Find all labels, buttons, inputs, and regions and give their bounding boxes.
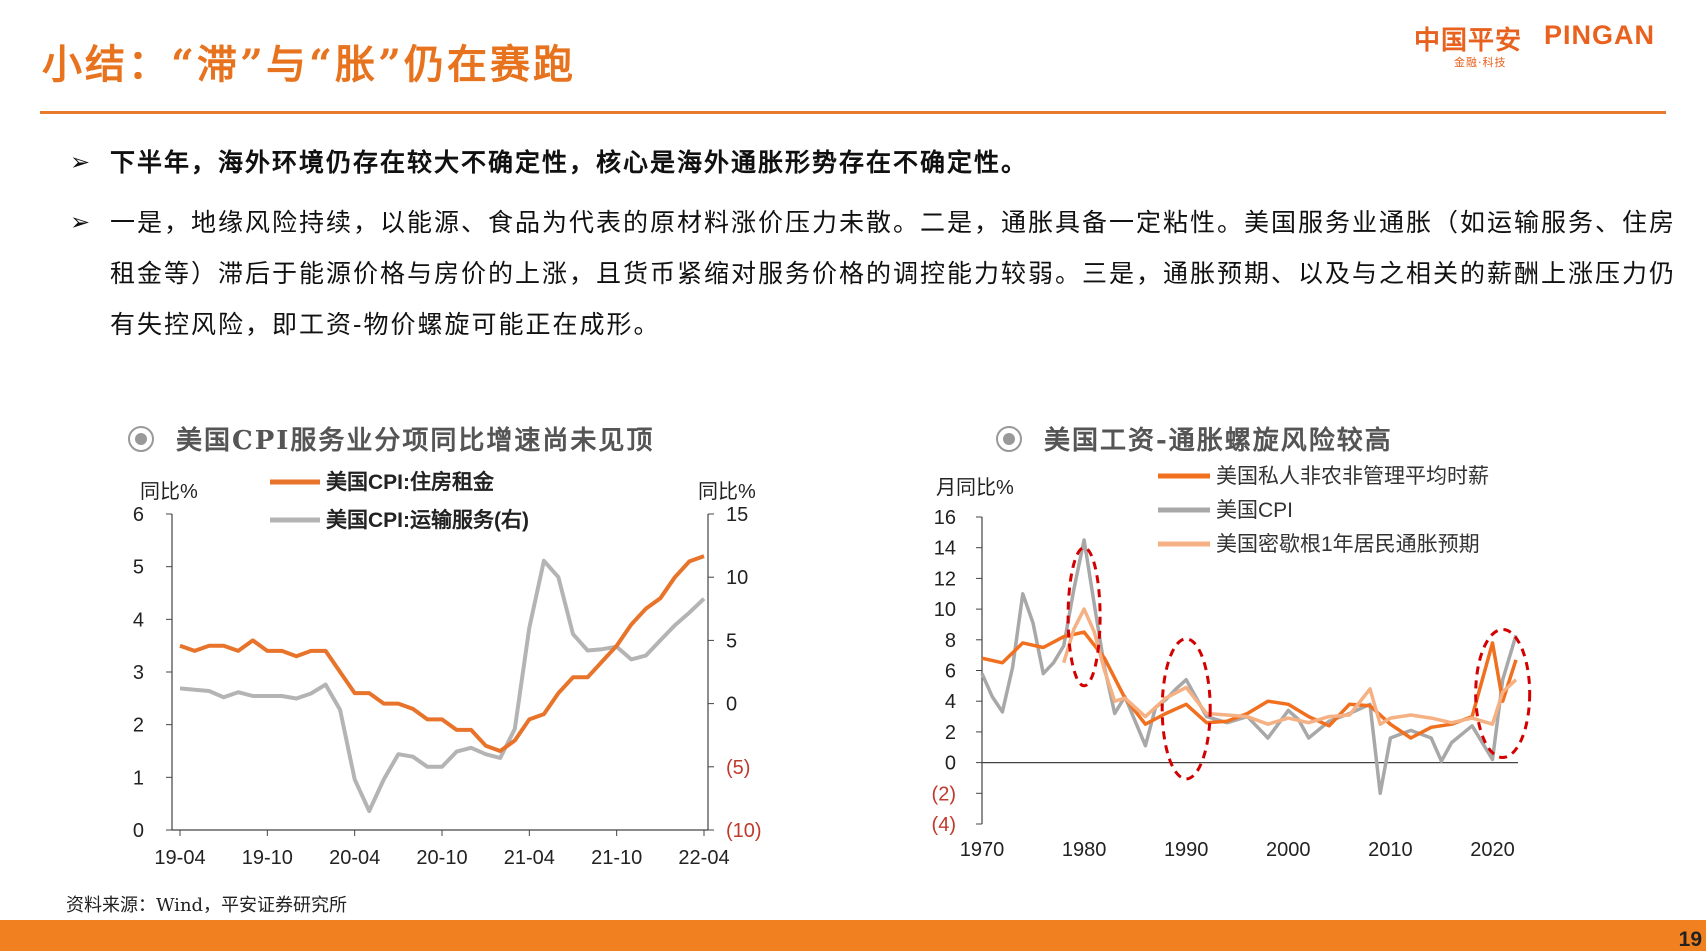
legend-label: 美国CPI:住房租金 (326, 470, 495, 494)
bullet-text: 下半年，海外环境仍存在较大不确定性，核心是海外通胀形势存在不确定性。 (110, 148, 1029, 177)
y-tick-label: 3 (133, 662, 144, 684)
chart-title-right: 美国工资-通胀螺旋风险较高 (996, 420, 1393, 457)
y-axis-label: 同比% (140, 480, 198, 503)
chart-wage-inflation: 月同比% (4) (2) 0 2 4 6 8 10 12 14 16 1970 1980 1990 2000 2… (932, 465, 1532, 861)
source-note: 资料来源：Wind，平安证券研究所 (66, 895, 348, 916)
y-tick-label: 10 (934, 599, 956, 621)
x-tick-label: 1970 (960, 839, 1005, 861)
y-tick-label: 4 (133, 609, 144, 631)
x-tick-label: 1990 (1164, 839, 1209, 861)
y-tick-label: 12 (934, 568, 956, 590)
logo-chinese: 中国平安 (1414, 26, 1523, 56)
radio-dot-icon (996, 426, 1022, 452)
y-tick-label: 6 (945, 661, 956, 683)
legend-label: 美国私人非农非管理平均时薪 (1216, 465, 1489, 488)
y2-tick-label: (10) (726, 820, 762, 842)
series-line (980, 538, 1518, 796)
logo-tagline: 金融·科技 (1454, 56, 1507, 69)
y-axis-label: 月同比% (936, 476, 1014, 499)
radio-dot-icon (128, 426, 154, 452)
y-tick-label: 2 (133, 715, 144, 737)
x-tick-label: 21-10 (591, 847, 642, 869)
y-tick-label: 0 (133, 820, 144, 842)
legend-label: 美国CPI:运输服务(右) (326, 508, 529, 532)
title-divider (40, 111, 1666, 114)
y2-tick-label: 5 (726, 630, 737, 652)
series-line (179, 558, 706, 813)
logo-english: PINGAN (1544, 20, 1656, 50)
chart-title-left: 美国CPI服务业分项同比增速尚未见顶 (128, 420, 654, 457)
y-tick-label: (4) (932, 814, 956, 836)
pingan-logo: 中国平安 PINGAN 金融·科技 (1414, 20, 1684, 80)
y-tick-label: 0 (945, 753, 956, 775)
y-tick-label: 1 (133, 767, 144, 789)
x-tick-label: 19-04 (154, 847, 205, 869)
y-tick-label: 16 (934, 507, 956, 529)
highlight-ellipse (1474, 628, 1532, 760)
legend-label: 美国CPI (1216, 499, 1293, 522)
x-tick-label: 2010 (1368, 839, 1413, 861)
y-tick-label: (2) (932, 783, 956, 805)
bullet-text: 一是，地缘风险持续，以能源、食品为代表的原材料涨价压力未散。二是，通胀具备一定粘… (110, 208, 1677, 339)
y-tick-label: 14 (934, 538, 956, 560)
x-tick-label: 2020 (1470, 839, 1515, 861)
y2-axis-label: 同比% (698, 480, 756, 503)
slide-title: 小结：“滞”与“胀”仍在赛跑 (42, 41, 577, 88)
legend-label: 美国密歇根1年居民通胀预期 (1216, 533, 1480, 556)
chart-title-right-text: 美国工资-通胀螺旋风险较高 (1044, 426, 1393, 456)
y-tick-label: 5 (133, 557, 144, 579)
y-tick-label: 2 (945, 722, 956, 744)
x-tick-label: 22-04 (678, 847, 729, 869)
x-tick-label: 20-10 (416, 847, 467, 869)
bullet-arrow-icon: ➢ (70, 208, 93, 236)
x-tick-label: 20-04 (329, 847, 380, 869)
y2-tick-label: 10 (726, 567, 748, 589)
highlight-ellipse (1066, 546, 1102, 688)
series-line (1062, 607, 1518, 726)
page-number: 19 (1678, 928, 1702, 951)
y-tick-label: 8 (945, 630, 956, 652)
y2-tick-label: 0 (726, 694, 737, 716)
x-tick-label: 1980 (1062, 839, 1107, 861)
chart-cpi-services: 同比% 同比% 0 1 2 3 4 5 6 (10) (5) 0 5 10 15 19-04 19-10 20-0… (133, 470, 762, 869)
bullet-arrow-icon: ➢ (70, 148, 93, 176)
footer-bar (0, 920, 1706, 951)
y-tick-label: 4 (945, 691, 956, 713)
x-tick-label: 2000 (1266, 839, 1311, 861)
chart-title-left-text: 美国CPI服务业分项同比增速尚未见顶 (176, 426, 655, 456)
x-tick-label: 19-10 (242, 847, 293, 869)
highlight-ellipse (1160, 637, 1212, 781)
x-tick-label: 21-04 (504, 847, 555, 869)
y2-tick-label: 15 (726, 504, 748, 526)
y-tick-label: 6 (133, 504, 144, 526)
series-line (179, 554, 705, 753)
y2-tick-label: (5) (726, 757, 750, 779)
